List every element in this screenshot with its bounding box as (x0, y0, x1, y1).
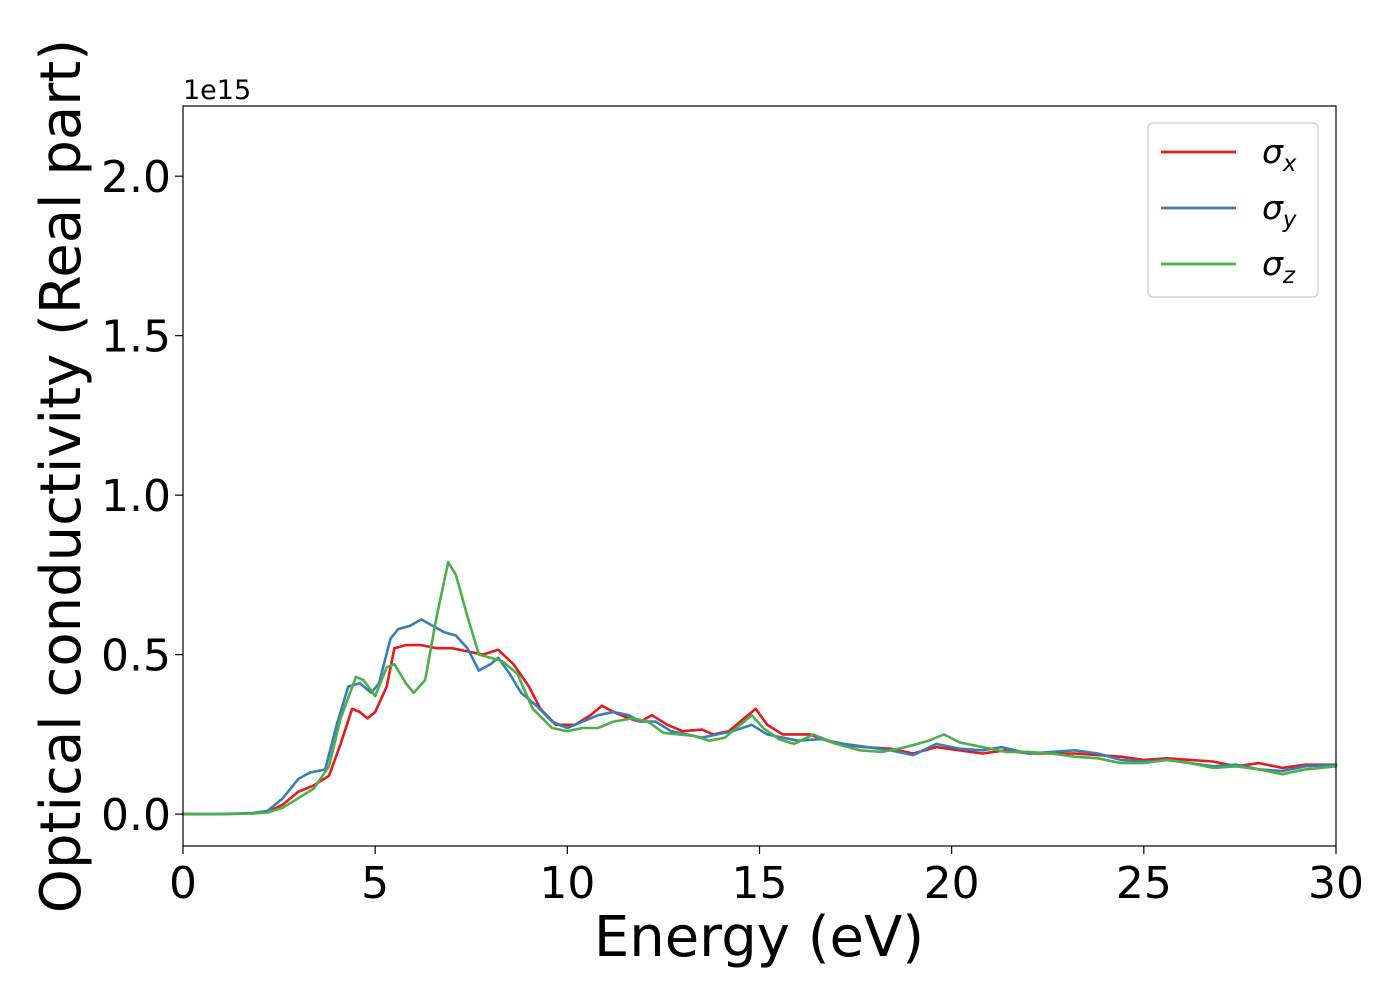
series-line-z (181, 560, 1338, 816)
y-tick-label: 0.0 (101, 790, 171, 841)
x-tick-label: 10 (539, 858, 595, 909)
y-tick-label: 1.0 (101, 471, 171, 522)
x-tick-label: 15 (732, 858, 788, 909)
y-tick-label: 0.5 (101, 631, 171, 682)
y-tick-label: 2.0 (101, 152, 171, 203)
y-axis-title: Optical conductivity (Real part) (29, 39, 94, 913)
x-tick-label: 0 (169, 858, 197, 909)
x-tick-label: 20 (924, 858, 980, 909)
series-layer (181, 560, 1338, 816)
y-axis-ticks: 0.0 0.5 1.0 1.5 2.0 (101, 152, 183, 841)
legend-box (1147, 122, 1319, 298)
y-offset-label: 1e15 (183, 75, 251, 106)
y-tick-label: 1.5 (101, 312, 171, 363)
x-axis-ticks: 0 5 10 15 20 25 30 (169, 846, 1364, 909)
legend-label-y: σy (1262, 188, 1297, 233)
legend: σx σy σz (1147, 122, 1319, 298)
x-tick-label: 25 (1116, 858, 1172, 909)
legend-label-x: σx (1262, 132, 1297, 177)
x-tick-label: 30 (1308, 858, 1364, 909)
series-line-x (181, 643, 1338, 816)
x-tick-label: 5 (361, 858, 389, 909)
legend-label-z: σz (1262, 244, 1296, 289)
x-axis-title: Energy (eV) (594, 905, 924, 970)
